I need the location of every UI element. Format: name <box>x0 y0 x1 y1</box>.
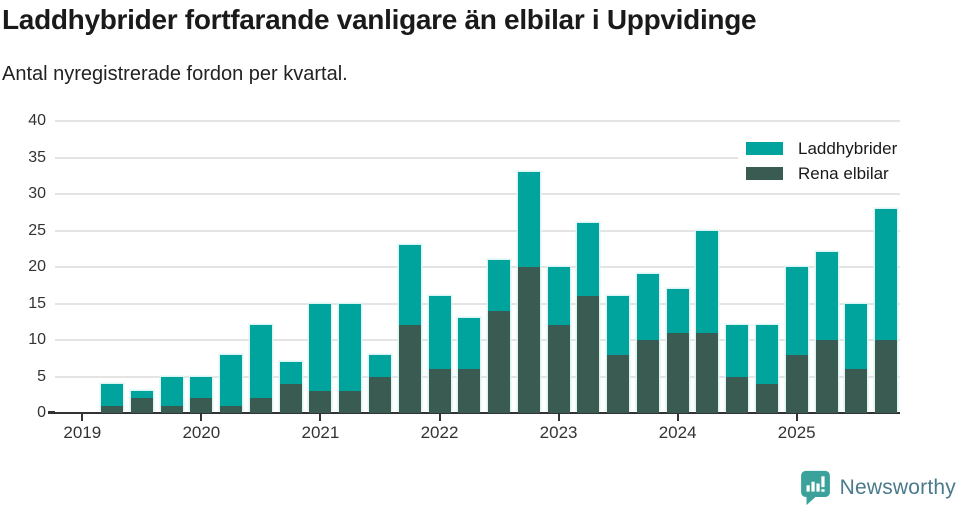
bar-rena-elbilar-2023 Q2 <box>577 296 600 413</box>
bar-rena-elbilar-2022 Q4 <box>517 267 540 413</box>
bar-rena-elbilar-2024 Q4 <box>756 383 778 413</box>
bar-rena-elbilar-2022 Q1 <box>428 369 451 413</box>
gridline-y-30 <box>55 193 900 195</box>
legend-item-rena-elbilar: Rena elbilar <box>746 161 942 186</box>
bar-rena-elbilar-2023 Q1 <box>547 325 570 413</box>
y-tick-label: 30 <box>28 185 46 202</box>
legend-item-laddhybrider: Laddhybrider <box>746 136 942 161</box>
bar-rena-elbilar-2023 Q3 <box>607 354 630 413</box>
x-tick-2022 <box>438 414 441 421</box>
bar-rena-elbilar-2025 Q4 <box>875 340 898 413</box>
x-tick-2019 <box>81 414 84 421</box>
x-tick-2020 <box>200 414 203 421</box>
bar-rena-elbilar-2021 Q2 <box>339 391 362 413</box>
gridline-y-40 <box>55 120 900 122</box>
x-tick-2024 <box>676 414 679 421</box>
bar-rena-elbilar-2025 Q2 <box>815 340 838 413</box>
bar-rena-elbilar-2025 Q3 <box>845 369 868 413</box>
x-tick-label: 2020 <box>182 423 221 442</box>
y-tick-label: 25 <box>28 221 46 239</box>
bar-rena-elbilar-2020 Q2 <box>220 405 243 413</box>
gridline-y-25 <box>55 229 900 232</box>
gridline-y-20 <box>55 266 900 268</box>
bar-rena-elbilar-2020 Q3 <box>249 398 272 413</box>
x-tick-label: 2024 <box>658 423 697 442</box>
x-tick-label: 2021 <box>301 423 340 442</box>
bar-laddhybrider-2020 Q2 <box>220 354 243 413</box>
footer-branding: Newsworthy <box>799 470 956 505</box>
x-tick-label: 2023 <box>539 423 578 442</box>
x-tick-label: 2019 <box>63 423 102 442</box>
bar-rena-elbilar-2025 Q1 <box>785 354 808 413</box>
y-tick-label: 40 <box>28 112 46 129</box>
bar-laddhybrider-2021 Q2 <box>339 303 362 413</box>
bar-rena-elbilar-2019 Q4 <box>160 405 183 413</box>
y-tick-label: 20 <box>28 258 46 275</box>
x-tick-2023 <box>557 414 560 421</box>
legend-label-rena-elbilar: Rena elbilar <box>798 163 889 183</box>
x-tick-label: 2025 <box>777 423 816 442</box>
bar-rena-elbilar-2024 Q2 <box>696 332 719 413</box>
bar-rena-elbilar-2022 Q2 <box>458 369 481 413</box>
bar-rena-elbilar-2019 Q2 <box>101 405 124 413</box>
legend: Laddhybrider Rena elbilar <box>738 132 942 190</box>
x-axis-line <box>55 412 900 414</box>
gridline-y-35 <box>55 156 900 159</box>
brand-name: Newsworthy <box>839 476 956 499</box>
bar-rena-elbilar-2024 Q1 <box>666 332 689 413</box>
y-tick-label: 5 <box>37 367 46 385</box>
bar-laddhybrider-2021 Q1 <box>309 303 332 413</box>
y-tick-label: 0 <box>37 404 46 421</box>
bar-laddhybrider-2019 Q4 <box>160 376 183 413</box>
y-zero-tick <box>48 411 55 414</box>
gridline-y-15 <box>55 302 900 305</box>
bar-rena-elbilar-2022 Q3 <box>488 310 511 413</box>
bar-rena-elbilar-2023 Q4 <box>636 340 659 413</box>
bar-rena-elbilar-2024 Q3 <box>726 376 749 413</box>
bar-rena-elbilar-2019 Q3 <box>130 398 153 413</box>
newsworthy-logo-icon <box>800 470 830 505</box>
x-tick-2025 <box>795 414 798 421</box>
bar-rena-elbilar-2021 Q3 <box>369 376 391 413</box>
y-tick-label: 35 <box>28 148 46 166</box>
laddhybrider-swatch-icon <box>746 142 783 155</box>
bar-rena-elbilar-2020 Q4 <box>279 383 302 413</box>
x-tick-label: 2022 <box>420 423 459 442</box>
bar-rena-elbilar-2021 Q1 <box>309 391 332 413</box>
bar-laddhybrider-2020 Q3 <box>249 325 272 413</box>
bar-rena-elbilar-2021 Q4 <box>398 325 421 413</box>
chart-subtitle: Antal nyregistrerade fordon per kvartal. <box>2 63 348 85</box>
y-tick-label: 15 <box>28 294 46 312</box>
chart-title: Laddhybrider fortfarande vanligare än el… <box>2 4 757 35</box>
bar-rena-elbilar-2020 Q1 <box>190 398 213 413</box>
y-tick-label: 10 <box>28 331 46 348</box>
x-tick-2021 <box>319 414 322 421</box>
legend-label-laddhybrider: Laddhybrider <box>798 138 898 158</box>
rena-elbilar-swatch-icon <box>746 167 783 180</box>
